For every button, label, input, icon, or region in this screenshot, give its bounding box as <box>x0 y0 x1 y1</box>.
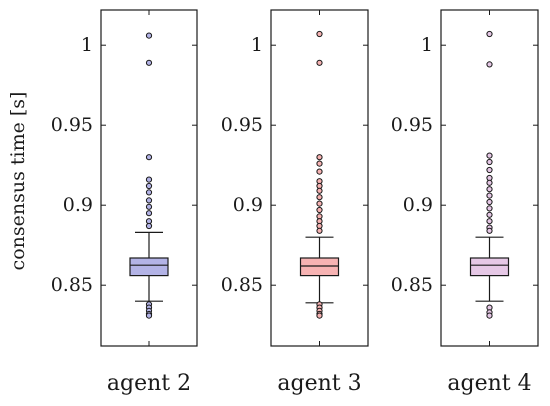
outlier-point <box>316 227 323 234</box>
outlier-point <box>145 203 153 210</box>
outlier-point <box>486 30 493 38</box>
y-tick-label: 1 <box>421 34 433 56</box>
x-category-label: agent 3 <box>277 371 361 396</box>
outlier-point <box>145 189 153 196</box>
outlier-point <box>486 158 493 166</box>
outlier-point <box>486 186 493 193</box>
y-tick-label: 1 <box>81 34 93 56</box>
y-tick-label: 0.85 <box>221 274 263 296</box>
outlier-point <box>145 32 153 39</box>
outlier-point <box>316 160 323 167</box>
panel-agent-4: 0.85 0.9 0.95 1 agent 4 <box>391 9 539 396</box>
outlier-point <box>486 227 493 234</box>
y-tick-label: 0.95 <box>51 114 93 136</box>
outlier-point <box>145 210 153 217</box>
outlier-point <box>145 222 153 230</box>
outlier-point <box>486 211 493 218</box>
outlier-point <box>316 154 323 161</box>
outlier-point <box>145 312 153 319</box>
outlier-point <box>486 166 493 174</box>
outlier-point <box>316 59 323 66</box>
outlier-point <box>316 187 323 194</box>
x-category-label: agent 2 <box>107 371 191 396</box>
outlier-point <box>316 194 323 201</box>
outlier-point <box>145 197 153 204</box>
iqr-box <box>469 257 510 277</box>
outlier-point <box>486 152 493 159</box>
iqr-box <box>129 257 169 277</box>
outlier-point <box>316 206 323 214</box>
y-tick-label: 1 <box>251 34 263 56</box>
outlier-point <box>145 59 153 66</box>
y-tick-label: 0.85 <box>51 274 93 296</box>
iqr-box <box>299 257 340 277</box>
y-tick-label: 0.9 <box>403 194 433 216</box>
outlier-point <box>316 200 323 207</box>
outlier-point <box>316 312 323 319</box>
outlier-point <box>316 30 323 38</box>
outlier-point <box>316 168 323 175</box>
outlier-point <box>145 154 153 161</box>
outlier-point <box>145 182 153 190</box>
y-tick-label: 0.9 <box>233 194 263 216</box>
outlier-point <box>486 179 493 186</box>
panel-agent-2: 0.85 0.9 0.95 1 agent 2 <box>51 9 198 396</box>
outlier-point <box>486 198 493 206</box>
y-tick-label: 0.85 <box>391 274 433 296</box>
x-category-label: agent 4 <box>447 371 531 396</box>
outlier-point <box>486 312 493 319</box>
outlier-point <box>145 176 153 183</box>
y-tick-label: 0.9 <box>63 194 93 216</box>
outlier-point <box>486 218 493 225</box>
y-tick-label: 0.95 <box>391 114 433 136</box>
outlier-point <box>486 61 493 68</box>
outlier-point <box>486 192 493 199</box>
panel-agent-3: 0.85 0.9 0.95 1 agent 3 <box>221 9 369 396</box>
y-axis-label: consensus time [s] <box>7 92 29 271</box>
y-tick-label: 0.95 <box>221 114 263 136</box>
outlier-point <box>486 205 493 212</box>
